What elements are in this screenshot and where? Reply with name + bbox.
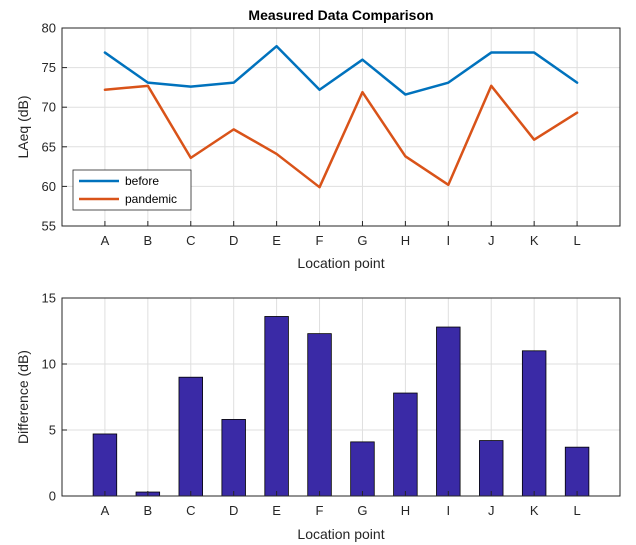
line-chart-x-axis-label: Location point [297, 255, 384, 271]
bar-I [436, 326, 461, 497]
y-tick-label: 15 [42, 291, 56, 306]
bar-chart-x-axis-label: Location point [297, 526, 384, 542]
bar-chart-x-ticks: A B C D E F G H I J K L [101, 491, 581, 518]
x-tick-label: I [446, 503, 450, 518]
x-tick-label: K [530, 503, 539, 518]
bar-L [564, 446, 590, 497]
x-tick-label: C [186, 503, 195, 518]
line-chart-title: Measured Data Comparison [248, 7, 433, 23]
line-chart-y-ticks: 55 60 65 70 75 80 [42, 21, 67, 234]
bar-chart-y-ticks: 0 5 10 15 [42, 291, 67, 504]
x-tick-label: J [488, 503, 495, 518]
bar-chart-y-axis-label: Difference (dB) [15, 350, 31, 444]
series-line-before [103, 44, 579, 96]
line-chart-frame [61, 27, 621, 227]
x-tick-label: B [144, 233, 153, 248]
x-tick-label: F [316, 503, 324, 518]
y-tick-label: 65 [42, 139, 56, 154]
y-tick-label: 5 [49, 423, 56, 438]
y-tick-label: 75 [42, 60, 56, 75]
series-line-pandemic [103, 84, 579, 189]
bar-E [264, 316, 289, 497]
bar-A [92, 433, 118, 497]
legend-box [72, 169, 192, 211]
x-tick-label: G [357, 233, 367, 248]
x-tick-label: K [530, 233, 539, 248]
x-tick-label: D [229, 233, 238, 248]
line-chart-x-ticks: A B C D E F G H I J K L [101, 221, 581, 248]
line-chart-series [103, 44, 579, 189]
line-chart-y-axis-label: LAeq (dB) [15, 95, 31, 158]
bar-K [521, 350, 547, 497]
y-tick-label: 0 [49, 489, 56, 504]
x-tick-label: F [316, 233, 324, 248]
legend-pandemic-label: pandemic [125, 192, 177, 206]
x-tick-label: J [488, 233, 495, 248]
x-tick-label: I [446, 233, 450, 248]
y-tick-label: 10 [42, 357, 56, 372]
x-tick-label: G [357, 503, 367, 518]
x-tick-label: A [101, 503, 110, 518]
x-tick-label: H [401, 503, 410, 518]
x-tick-label: E [272, 233, 281, 248]
bar-J [479, 440, 504, 497]
x-tick-label: A [101, 233, 110, 248]
x-tick-label: D [229, 503, 238, 518]
y-tick-label: 60 [42, 179, 56, 194]
x-tick-label: H [401, 233, 410, 248]
bar-chart: 0 5 10 15 A B C D E F G H I J K L Location point Diffe… [15, 291, 621, 542]
bar-C [178, 376, 203, 497]
bar-H [393, 392, 418, 497]
legend-before-label: before [125, 174, 159, 188]
line-chart-grid [62, 27, 620, 227]
y-tick-label: 70 [42, 100, 56, 115]
x-tick-label: L [573, 233, 580, 248]
line-chart-legend: before pandemic [72, 169, 192, 211]
bar-chart-bars [92, 316, 590, 497]
x-tick-label: E [272, 503, 281, 518]
x-tick-label: C [186, 233, 195, 248]
bar-G [350, 441, 375, 497]
y-tick-label: 55 [42, 219, 56, 234]
line-chart: 55 60 65 70 75 80 A B C D E F G H I J K L Measured Data … [15, 7, 621, 271]
x-tick-label: L [573, 503, 580, 518]
x-tick-label: B [144, 503, 153, 518]
y-tick-label: 80 [42, 21, 56, 36]
bar-D [221, 419, 246, 497]
bar-F [307, 333, 332, 497]
bar-chart-frame [61, 297, 621, 497]
